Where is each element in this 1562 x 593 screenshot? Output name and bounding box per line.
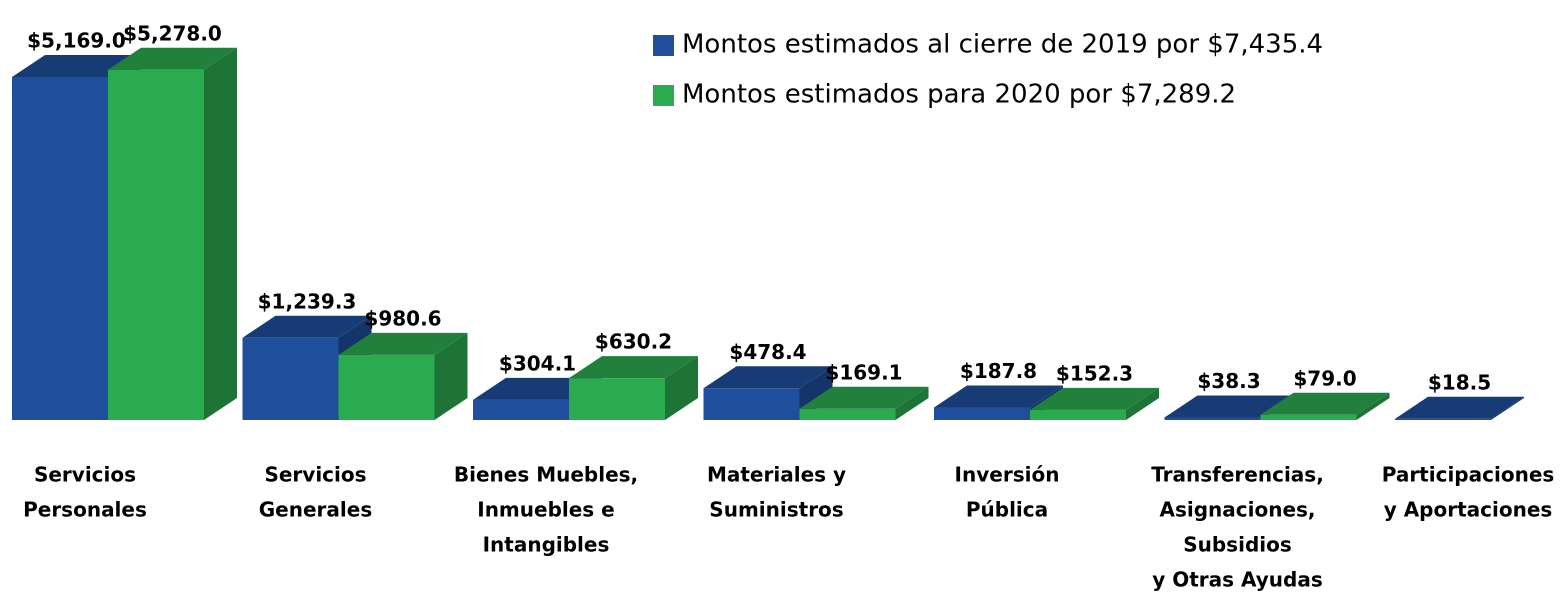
- bar-top: [242, 315, 372, 338]
- x-tick-label: Intangibles: [483, 533, 610, 557]
- bar-top: [799, 386, 929, 409]
- value-label: $5,169.0: [27, 29, 126, 53]
- legend-swatch: [653, 85, 674, 106]
- value-label: $1,239.3: [258, 289, 357, 313]
- bar: [934, 407, 1030, 420]
- x-tick-label: Servicios: [264, 463, 366, 487]
- x-tick-label: Transferencias,: [1151, 463, 1324, 487]
- x-tick-label: Servicios: [34, 463, 136, 487]
- bar: [1260, 414, 1357, 420]
- legend-label: Montos estimados al cierre de 2019 por $…: [682, 30, 1323, 60]
- x-tick-label: Inmuebles e: [477, 498, 615, 522]
- bar-top: [1164, 395, 1294, 418]
- value-label: $18.5: [1428, 370, 1491, 394]
- bar-side: [1126, 387, 1159, 420]
- x-tick-label: Asignaciones,: [1159, 498, 1315, 522]
- bar-top: [108, 47, 237, 70]
- value-label: $169.1: [825, 360, 902, 384]
- bar-side: [1491, 396, 1524, 420]
- bar: [569, 378, 665, 420]
- x-tick-label: y Aportaciones: [1384, 498, 1553, 522]
- bar: [12, 77, 108, 420]
- bar-side: [665, 356, 698, 420]
- x-tick-label: Subsidios: [1183, 533, 1292, 557]
- bar-top: [569, 356, 698, 379]
- x-tick-label: y Otras Ayudas: [1152, 568, 1323, 592]
- bar-side: [1356, 392, 1390, 420]
- value-label: $980.6: [364, 306, 441, 330]
- x-tick-label: Generales: [259, 498, 372, 522]
- value-label: $5,278.0: [123, 21, 222, 45]
- x-tick-label: Personales: [23, 498, 147, 522]
- x-tick-label: Pública: [966, 498, 1048, 522]
- value-label: $38.3: [1197, 369, 1260, 393]
- bar: [1164, 417, 1261, 420]
- value-label: $79.0: [1293, 366, 1356, 390]
- bar-side: [434, 332, 468, 420]
- bar-top: [703, 366, 833, 389]
- bar: [799, 408, 896, 420]
- bar-top: [338, 332, 468, 355]
- value-label: $630.2: [595, 330, 672, 354]
- bar: [338, 354, 435, 420]
- value-label: $152.3: [1056, 361, 1133, 385]
- bar-top: [1260, 392, 1390, 415]
- bar: [473, 399, 569, 420]
- x-tick-label: Bienes Muebles,: [454, 463, 638, 487]
- bar-top: [1395, 396, 1524, 419]
- value-label: $304.1: [499, 351, 576, 375]
- value-label: $187.8: [960, 359, 1037, 383]
- x-tick-label: Participaciones: [1382, 463, 1555, 487]
- bar-top: [1030, 387, 1159, 410]
- bar-side: [895, 386, 929, 420]
- bar: [1395, 418, 1491, 420]
- bar: [108, 69, 204, 420]
- x-tick-label: Inversión: [955, 463, 1060, 487]
- legend-label: Montos estimados para 2020 por $7,289.2: [682, 80, 1236, 110]
- bar: [703, 388, 800, 420]
- bar-top: [934, 385, 1063, 408]
- bar: [1030, 409, 1126, 420]
- x-tick-label: Materiales y: [707, 463, 846, 487]
- legend-swatch: [653, 35, 674, 56]
- bar: [242, 337, 339, 420]
- bar-side: [204, 47, 237, 420]
- value-label: $478.4: [729, 340, 806, 364]
- x-tick-label: Suministros: [709, 498, 843, 522]
